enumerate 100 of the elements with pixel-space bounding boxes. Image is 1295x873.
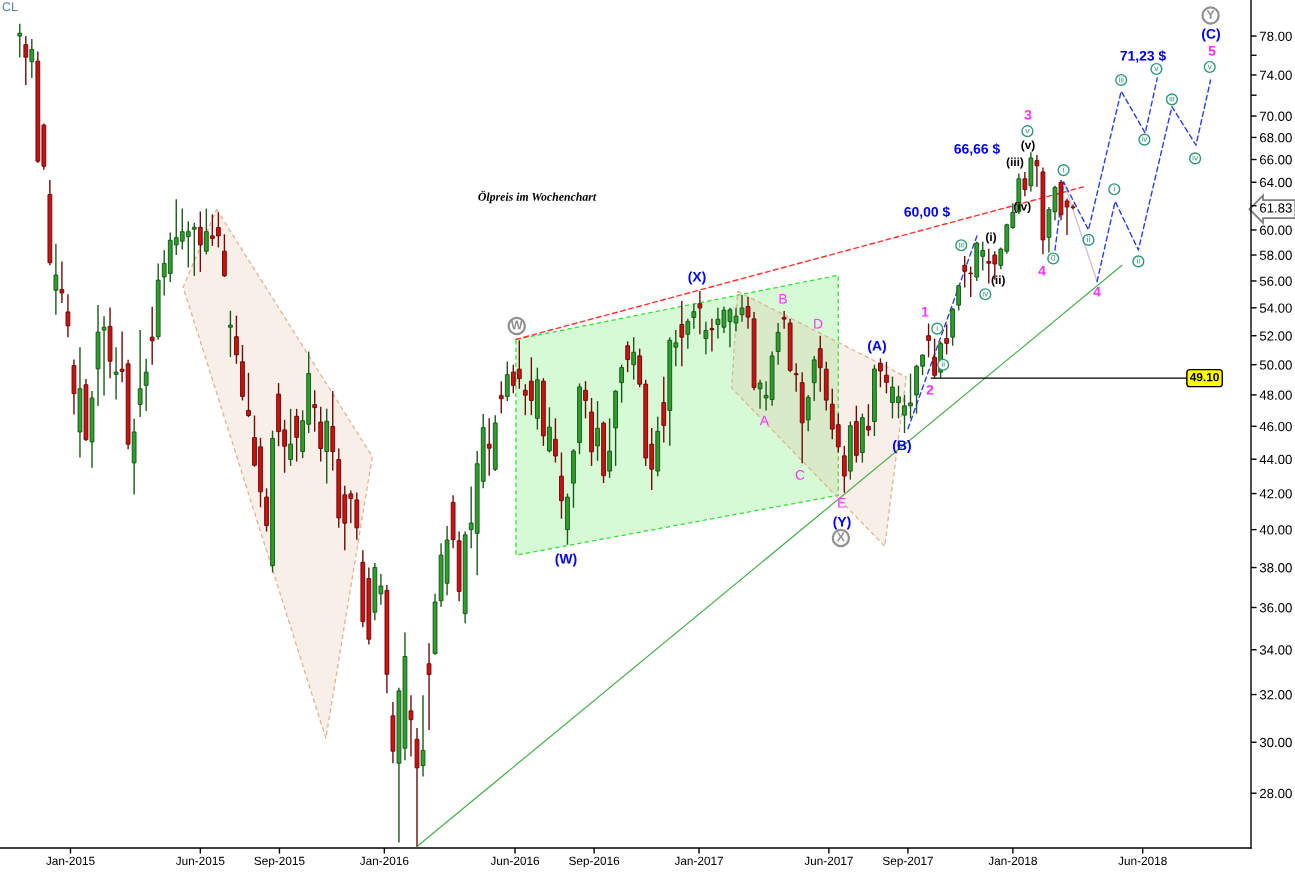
candlestick xyxy=(793,362,799,393)
candlestick xyxy=(137,329,143,418)
candlestick xyxy=(805,394,811,432)
annotation: (v) xyxy=(1021,140,1035,152)
candlestick xyxy=(312,389,318,433)
y-tick-label: 68.00 xyxy=(1260,133,1292,143)
candlestick xyxy=(944,323,950,356)
x-tick-label: Sep-2016 xyxy=(569,856,620,868)
y-tick-label: 50.00 xyxy=(1259,360,1292,370)
y-tick-label: 60.00 xyxy=(1260,225,1292,235)
candlestick xyxy=(246,372,251,418)
annotation: iv xyxy=(1141,135,1148,142)
candlestick xyxy=(679,300,685,367)
candlestick xyxy=(203,207,209,256)
candlestick xyxy=(781,310,787,330)
candlestick xyxy=(65,293,71,338)
annotation: B xyxy=(779,294,787,304)
candlestick xyxy=(709,318,715,353)
annotation: (C) xyxy=(1202,28,1220,42)
candlestick xyxy=(661,375,667,444)
candlestick xyxy=(113,346,119,401)
annotation: ii xyxy=(1137,257,1140,264)
annotation: D xyxy=(814,319,823,329)
x-tick-label: Sep-2017 xyxy=(882,856,933,868)
candlestick xyxy=(691,303,697,330)
candlestick xyxy=(191,222,197,277)
annotation: 2 xyxy=(926,384,934,395)
x-tick-label: Jun-2018 xyxy=(1118,856,1167,865)
x-tick-label: Jun-2015 xyxy=(175,856,225,865)
candlestick xyxy=(426,642,432,731)
annotation: 0 xyxy=(1051,254,1056,261)
candlestick xyxy=(685,318,691,350)
y-tick-label: 42.00 xyxy=(1259,489,1292,499)
candlestick xyxy=(486,417,492,477)
candlestick xyxy=(294,408,300,463)
y-tick-label: 40.00 xyxy=(1259,525,1292,535)
annotation: iv xyxy=(1192,154,1199,161)
y-tick-label: 64.00 xyxy=(1260,177,1292,188)
candlestick xyxy=(757,378,763,410)
annotation: W xyxy=(510,320,523,330)
y-tick-label: 28.00 xyxy=(1260,788,1292,799)
y-tick-label: 52.00 xyxy=(1259,331,1292,341)
annotation: X xyxy=(836,532,845,542)
x-tick-label: Jan-2018 xyxy=(988,856,1037,865)
y-tick-label: 38.00 xyxy=(1259,563,1292,573)
annotation: (ii) xyxy=(991,275,1005,287)
candlestick xyxy=(583,380,588,420)
candlestick xyxy=(811,355,817,402)
candlestick xyxy=(420,694,426,778)
candlestick xyxy=(625,340,631,373)
y-tick-label: 36.00 xyxy=(1259,603,1292,613)
annotation: iii xyxy=(959,241,964,248)
text: Ölpreis im Wochenchart xyxy=(478,190,597,204)
x-tick-label: Jan-2016 xyxy=(359,856,409,865)
y-tick-label: 34.00 xyxy=(1259,645,1292,655)
y-tick-label: 56.00 xyxy=(1259,276,1292,286)
candlestick xyxy=(498,380,504,415)
candlestick xyxy=(703,320,709,355)
annotation: 3 xyxy=(1024,109,1032,120)
annotation: C xyxy=(795,469,805,480)
candlestick xyxy=(59,260,65,304)
candlestick xyxy=(884,361,889,395)
candlestick xyxy=(631,336,637,381)
y-tick-label: 78.00 xyxy=(1260,31,1292,41)
annotation: v xyxy=(1207,64,1212,70)
x-tick-label: Jan-2017 xyxy=(674,856,724,865)
candlestick xyxy=(53,242,59,316)
candlestick xyxy=(595,400,600,462)
annotation: A xyxy=(759,415,769,426)
annotation: (A) xyxy=(868,340,886,354)
y-tick-label: 61.83 xyxy=(1260,203,1292,213)
candlestick xyxy=(408,694,414,758)
candlestick xyxy=(228,310,233,358)
annotation: i xyxy=(1113,185,1115,192)
candlestick xyxy=(956,284,962,312)
candlestick xyxy=(1034,154,1040,188)
annotation: v xyxy=(1154,66,1159,72)
annotation: v xyxy=(1025,128,1030,134)
annotation: (i) xyxy=(986,232,996,244)
candlestick xyxy=(932,337,937,379)
annotation: Y xyxy=(1206,10,1215,19)
y-tick-label: 32.00 xyxy=(1259,690,1292,700)
annotation: 4 xyxy=(1093,287,1101,297)
annotation: iii xyxy=(1169,95,1175,102)
annotation: (iii) xyxy=(1006,157,1024,169)
candlestick xyxy=(607,417,612,479)
candlestick xyxy=(234,314,239,365)
candlestick xyxy=(697,290,703,335)
annotation: ii xyxy=(941,360,945,367)
annotation: 60,00 $ xyxy=(904,206,950,219)
annotation: 71,23 $ xyxy=(1120,50,1166,63)
x-tick-label: Jan-2015 xyxy=(46,856,95,865)
annotation: E xyxy=(838,498,846,508)
annotation: (Y) xyxy=(833,516,851,530)
x-tick-label: Sep-2015 xyxy=(254,856,305,868)
candlestick xyxy=(817,335,823,393)
candlestick xyxy=(739,294,745,323)
annotation: iv xyxy=(982,290,989,297)
candlestick xyxy=(547,406,552,454)
x-tick-label: Jun-2016 xyxy=(490,856,540,865)
